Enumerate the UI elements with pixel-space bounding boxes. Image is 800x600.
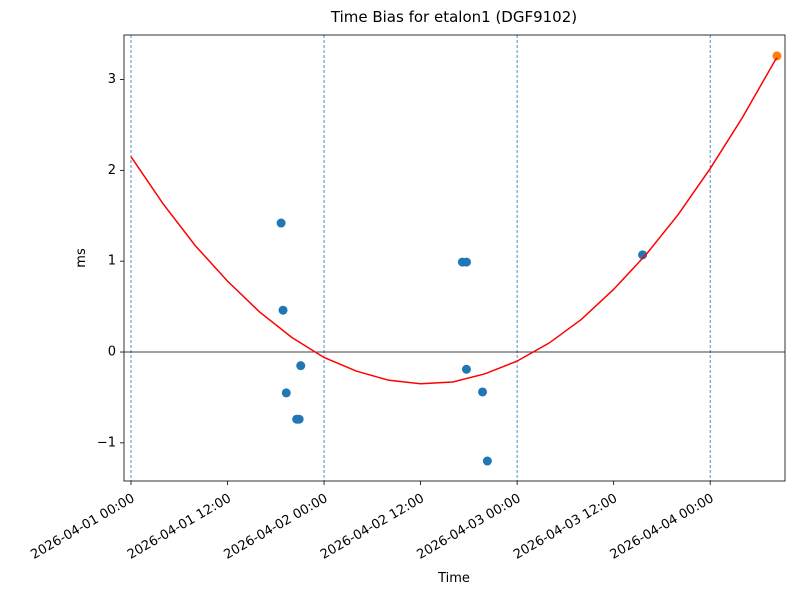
- point: [276, 218, 286, 228]
- y-tick-label: −1: [97, 435, 116, 450]
- point: [638, 250, 648, 260]
- y-axis-label: ms: [74, 248, 89, 268]
- point: [461, 364, 471, 374]
- point: [478, 387, 488, 397]
- point: [461, 257, 471, 267]
- point: [296, 361, 306, 371]
- fit-line: [130, 57, 778, 385]
- point: [772, 51, 782, 61]
- point: [281, 388, 291, 398]
- x-axis-label: Time: [437, 571, 470, 586]
- plot-frame: [123, 34, 786, 482]
- point: [294, 414, 304, 424]
- y-tick-label: 3: [108, 72, 116, 87]
- point: [278, 305, 288, 315]
- point: [482, 456, 492, 466]
- y-tick-label: 2: [108, 163, 116, 178]
- chart-title: Time Bias for etalon1 (DGF9102): [330, 8, 577, 26]
- y-tick-label: 0: [108, 345, 116, 360]
- y-tick-label: 1: [108, 254, 116, 269]
